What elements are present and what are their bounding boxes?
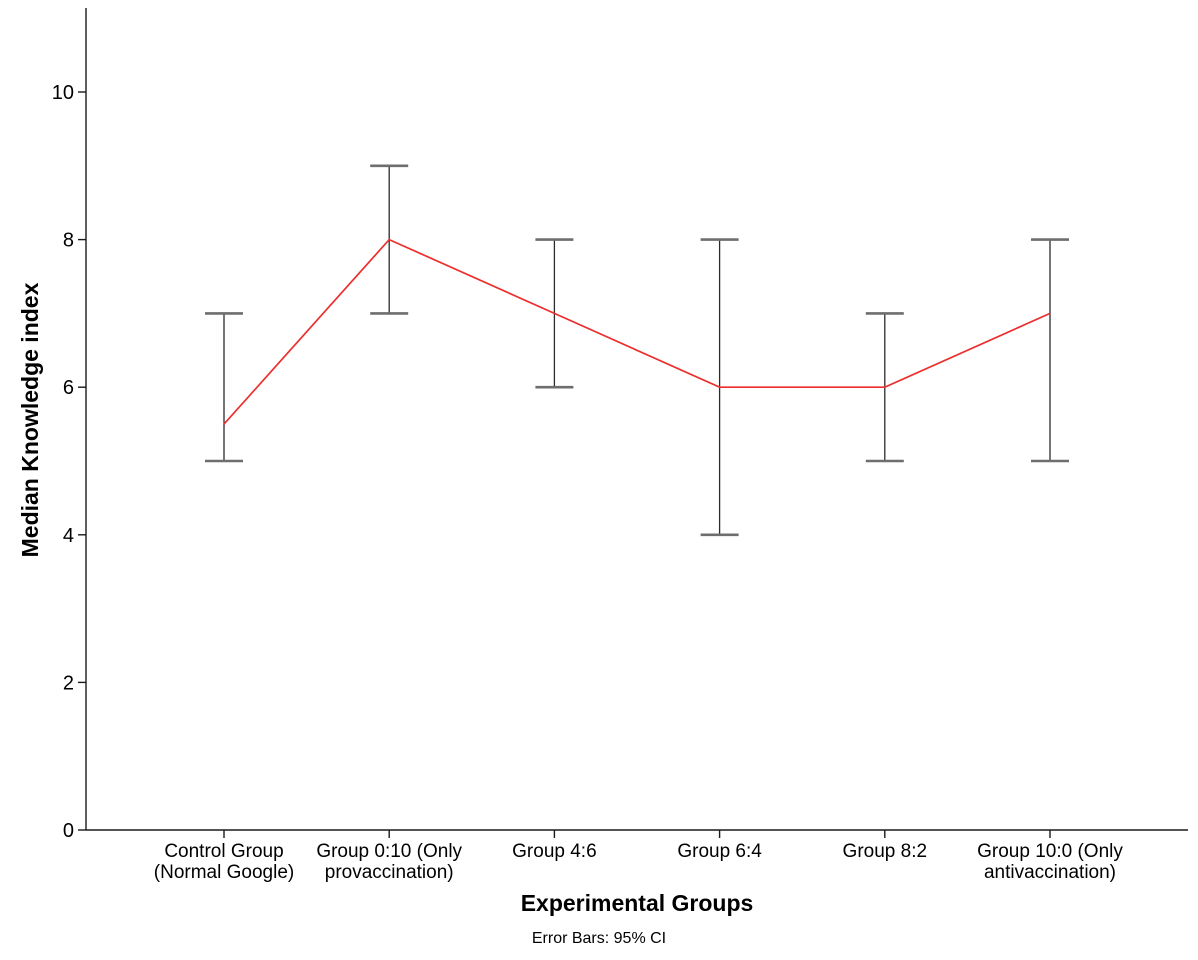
y-tick-label: 2 [63, 672, 74, 694]
category-label: Group 4:6 [512, 841, 597, 862]
y-tick-label: 4 [63, 525, 74, 547]
category-label: Control Group [164, 841, 283, 862]
y-tick-label: 6 [63, 377, 74, 399]
y-tick-label: 8 [63, 230, 74, 252]
y-tick-label: 0 [63, 820, 74, 842]
plot-area: 0 2 4 6 8 10 Control Group(Normal Google) Group… [52, 8, 1188, 883]
category-label: (Normal Google) [154, 862, 294, 883]
category-label: Group 8:2 [843, 841, 928, 862]
category-label: Group 6:4 [677, 841, 762, 862]
x-axis-title: Experimental Groups [521, 890, 754, 916]
category-label: Group 10:0 (Only [977, 841, 1123, 862]
category-label: Group 0:10 (Only [316, 841, 462, 862]
y-tick-label: 10 [52, 82, 74, 104]
category-label: antivaccination) [984, 862, 1116, 883]
error-bars-footnote: Error Bars: 95% CI [532, 930, 666, 947]
median-line [223, 238, 1051, 425]
category-label: provaccination) [325, 862, 454, 883]
y-axis-title: Median Knowledge index [17, 282, 43, 557]
